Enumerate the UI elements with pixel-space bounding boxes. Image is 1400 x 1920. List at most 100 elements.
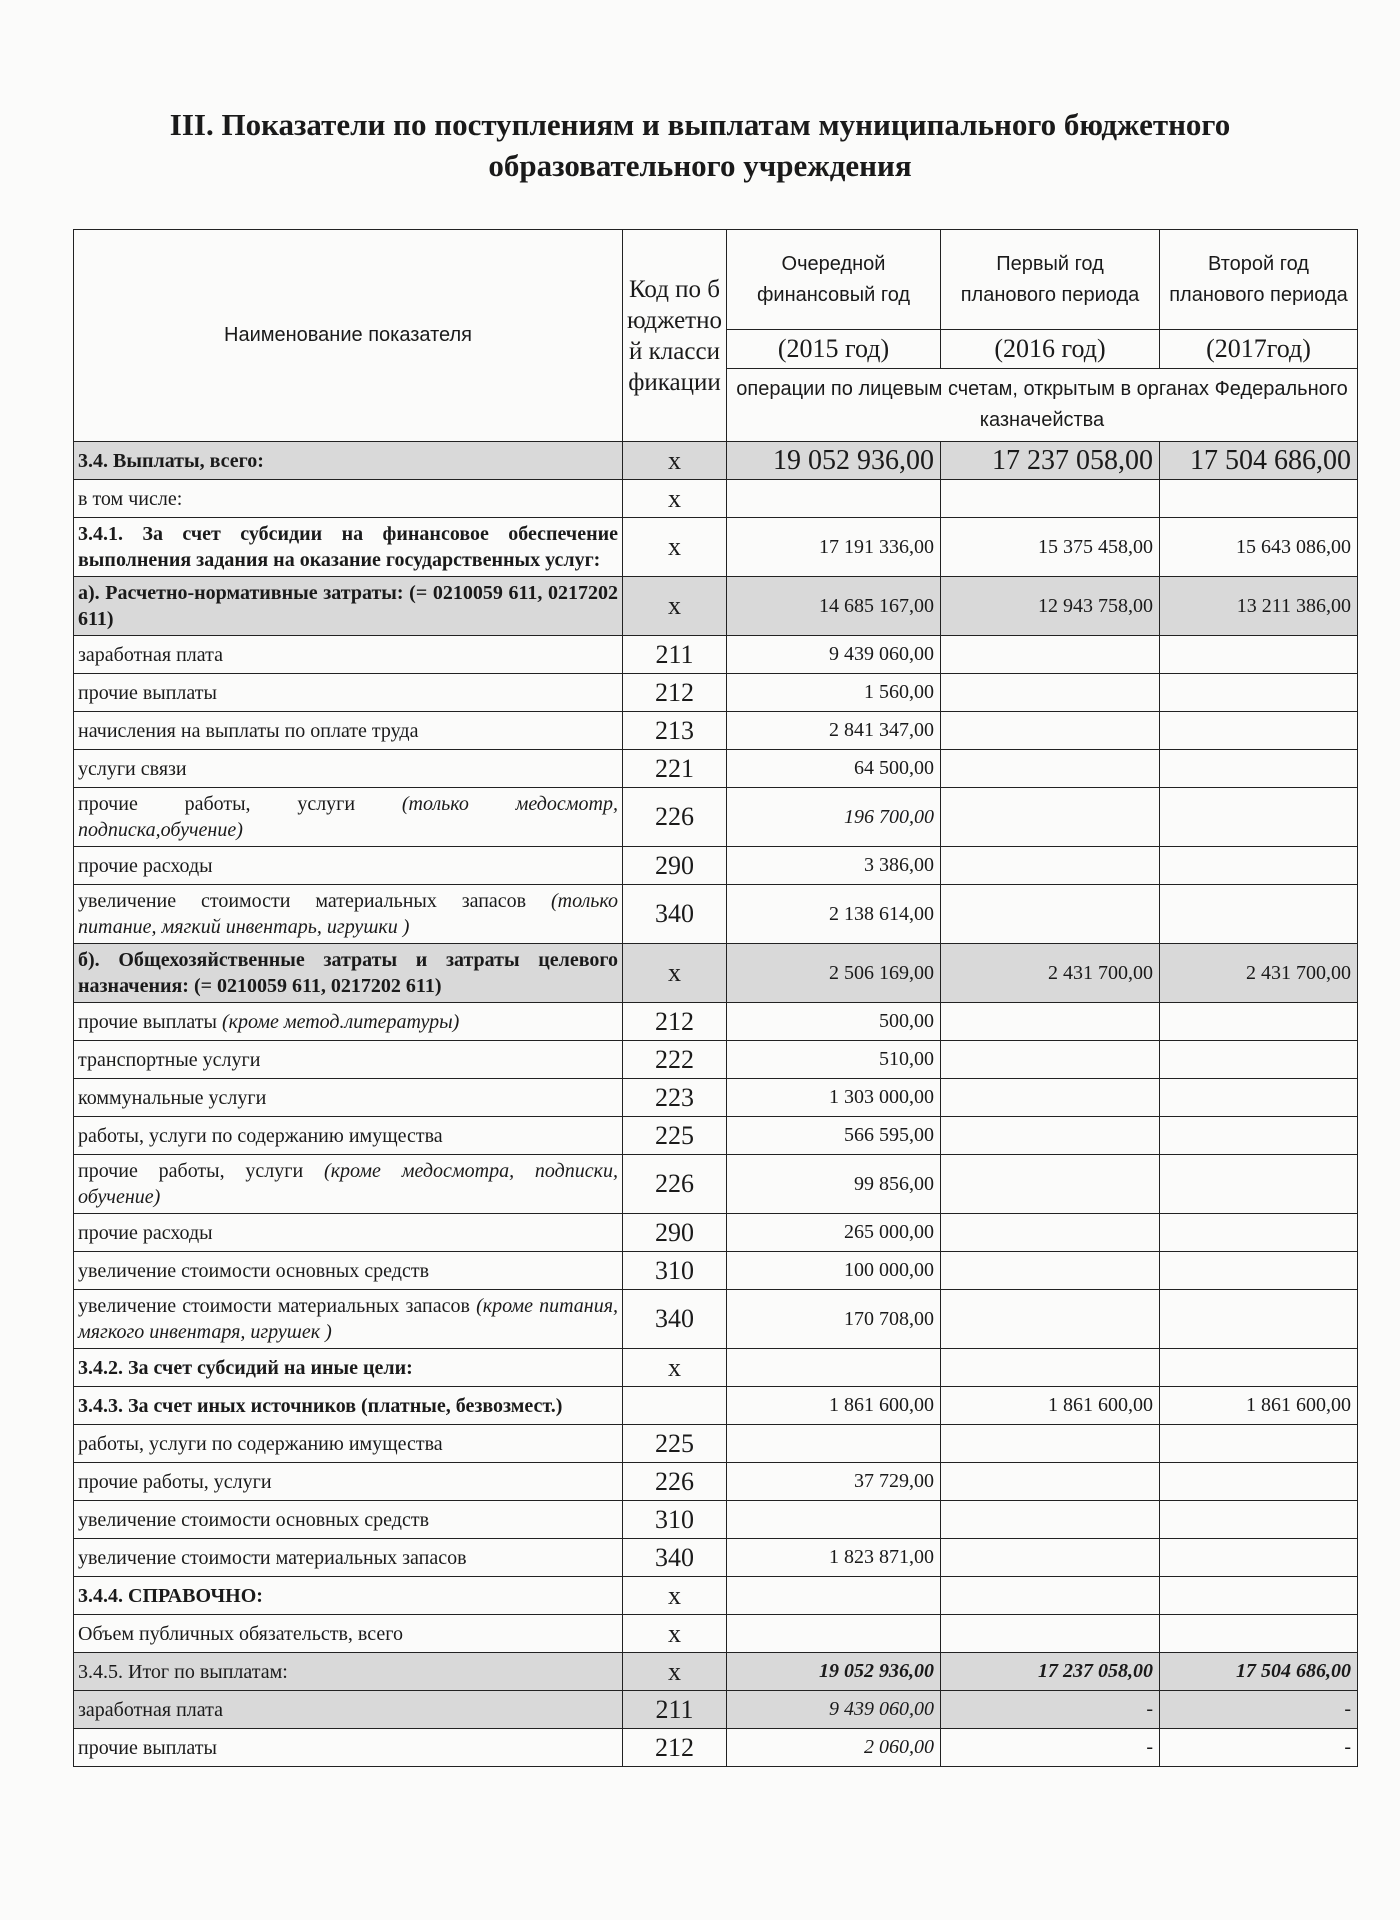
value-cell: 1 823 871,00 — [726, 1538, 941, 1577]
value-cell — [1159, 1538, 1358, 1577]
table-row: увеличение стоимости основных средств 310… — [73, 1251, 1358, 1290]
value-cell — [1159, 1462, 1358, 1501]
table-row: транспортные услуги 222 510,00 — [73, 1040, 1358, 1079]
code-cell: 226 — [622, 1462, 727, 1501]
value: 1 823 871,00 — [829, 1546, 934, 1568]
code-cell — [622, 1386, 727, 1425]
value-cell: 1 861 600,00 — [726, 1386, 941, 1425]
value-cell — [940, 846, 1160, 885]
value: 15 643 086,00 — [1236, 535, 1351, 558]
value-cell — [1159, 1348, 1358, 1387]
code: 225 — [655, 1428, 694, 1458]
code: 211 — [655, 639, 694, 669]
code-cell: 226 — [622, 787, 727, 847]
code-cell: 225 — [622, 1424, 727, 1463]
table-row: прочие выплаты (кроме метод.литературы) 2… — [73, 1002, 1358, 1041]
row-label: прочие расходы — [78, 854, 213, 877]
code: 290 — [655, 1217, 694, 1247]
value-cell: 17 504 686,00 — [1159, 441, 1358, 480]
value-cell: 17 191 336,00 — [726, 517, 941, 577]
value-cell: 99 856,00 — [726, 1154, 941, 1214]
value: 2 841 347,00 — [829, 719, 934, 741]
value-cell — [940, 635, 1160, 674]
value-cell: 19 052 936,00 — [726, 441, 941, 480]
code: 290 — [655, 850, 694, 880]
value-cell — [726, 1576, 941, 1615]
row-name: работы, услуги по содержанию имущества — [73, 1116, 623, 1155]
value-cell: 196 700,00 — [726, 787, 941, 847]
value-cell — [726, 1348, 941, 1387]
row-note: (кроме метод.литературы) — [221, 1010, 460, 1033]
value: 37 729,00 — [854, 1470, 934, 1492]
value-cell — [1159, 1289, 1358, 1349]
value-cell — [1159, 479, 1358, 518]
code-cell: 212 — [622, 1728, 727, 1767]
code: х — [668, 591, 681, 620]
value-cell: 12 943 758,00 — [940, 576, 1160, 636]
table-row: прочие работы, услуги (только медосмотр,… — [73, 787, 1358, 847]
row-name: 3.4.3. За счет иных источников (платные,… — [73, 1386, 623, 1425]
year-header: (2015 год) — [726, 329, 941, 369]
table-body: 3.4. Выплаты, всего: х 19 052 936,00 17 237… — [73, 441, 1358, 1767]
table-row: 3.4.5. Итог по выплатам: х 19 052 936,00 17… — [73, 1652, 1358, 1691]
table-row: прочие работы, услуги (кроме медосмотра,… — [73, 1154, 1358, 1214]
code-cell: х — [622, 1576, 727, 1615]
row-label: заработная плата — [78, 1698, 223, 1721]
table-row: а). Расчетно-нормативные затраты: (= 021… — [73, 576, 1358, 636]
row-name: 3.4.2. За счет субсидий на иные цели: — [73, 1348, 623, 1387]
code-cell: 221 — [622, 749, 727, 788]
title: III. Показатели по поступлениям и выплат… — [169, 107, 1231, 183]
row-label: прочие работы, услуги — [78, 1160, 304, 1182]
row-label: увеличение стоимости основных средств — [78, 1259, 430, 1282]
value-cell — [1159, 749, 1358, 788]
value-cell — [940, 1462, 1160, 1501]
value: 2 431 700,00 — [1048, 961, 1153, 984]
code: 211 — [655, 1694, 694, 1724]
table-row: 3.4.3. За счет иных источников (платные,… — [73, 1386, 1358, 1425]
year-header: (2016 год) — [940, 329, 1160, 369]
code: 212 — [655, 1006, 694, 1036]
row-label: прочие работы, услуги — [78, 1470, 272, 1493]
table-row: 3.4.1. За счет субсидии на финансовое об… — [73, 517, 1358, 577]
value: 566 595,00 — [844, 1124, 934, 1146]
value-cell — [940, 1424, 1160, 1463]
code-cell: х — [622, 479, 727, 518]
value-cell — [1159, 787, 1358, 847]
value-cell — [940, 1078, 1160, 1117]
code: 340 — [655, 1304, 694, 1333]
row-note: (кроме питания, мягкого инвентаря, игруш… — [78, 1295, 619, 1343]
value-cell — [940, 1251, 1160, 1290]
row-name: начисления на выплаты по оплате труда — [73, 711, 623, 750]
value: 9 439 060,00 — [829, 1698, 934, 1720]
row-name: 3.4.5. Итог по выплатам: — [73, 1652, 623, 1691]
value-cell: 2 841 347,00 — [726, 711, 941, 750]
value: 19 052 936,00 — [773, 444, 934, 476]
value: - — [1146, 1698, 1153, 1720]
value-cell: - — [940, 1690, 1160, 1729]
row-name: прочие работы, услуги (кроме медосмотра,… — [73, 1154, 623, 1214]
row-name: транспортные услуги — [73, 1040, 623, 1079]
value-cell — [1159, 635, 1358, 674]
code: 310 — [655, 1504, 694, 1534]
code: 340 — [655, 1542, 694, 1572]
row-name: 3.4.1. За счет субсидии на финансовое об… — [73, 517, 623, 577]
row-name: увеличение стоимости основных средств — [73, 1500, 623, 1539]
value: 19 052 936,00 — [819, 1660, 934, 1682]
row-label: работы, услуги по содержанию имущества — [78, 1124, 443, 1147]
code: 212 — [655, 1732, 694, 1762]
value-cell — [940, 1614, 1160, 1653]
value-cell — [726, 1500, 941, 1539]
value-cell: 1 303 000,00 — [726, 1078, 941, 1117]
value: 3 386,00 — [864, 854, 934, 876]
code-cell: 211 — [622, 635, 727, 674]
code-cell: 225 — [622, 1116, 727, 1155]
value-cell — [1159, 673, 1358, 712]
row-name: заработная плата — [73, 1690, 623, 1729]
row-label: коммунальные услуги — [78, 1086, 267, 1109]
table-row: прочие выплаты 212 2 060,00 - - — [73, 1728, 1358, 1767]
value-cell — [1159, 711, 1358, 750]
value-cell — [940, 884, 1160, 944]
value-cell: 9 439 060,00 — [726, 635, 941, 674]
value-cell — [940, 1289, 1160, 1349]
table-row: 3.4.4. СПРАВОЧНО: х — [73, 1576, 1358, 1615]
